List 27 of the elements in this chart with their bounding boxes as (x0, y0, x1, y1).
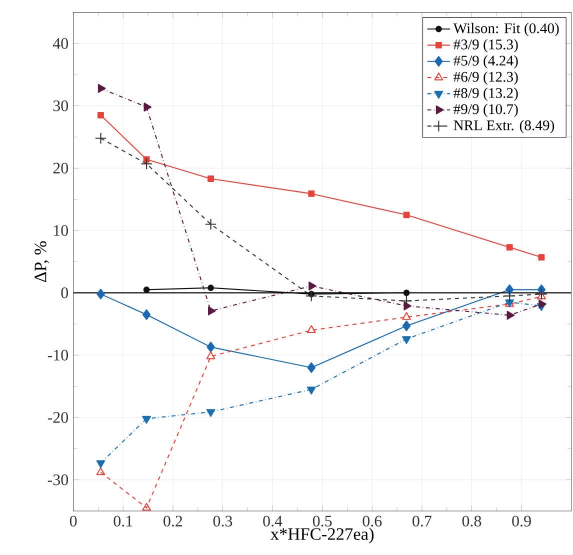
x-axis-title: x*HFC-227ea) (270, 528, 374, 544)
legend-label: #3/9 (15.3) (454, 39, 518, 52)
y-tick-label: 30 (53, 100, 68, 112)
x-tick-label: 0.5 (312, 516, 332, 527)
y-tick-label: -20 (48, 412, 68, 423)
y-tick-label: -30 (48, 474, 68, 486)
y-tick-label: 0 (61, 287, 68, 298)
x-tick-label: 0.2 (164, 516, 182, 527)
x-tick-label: 0.8 (462, 516, 482, 527)
legend-label: #8/9 (13.2) (454, 88, 518, 101)
x-tick-label: 0.7 (412, 516, 432, 527)
y-tick-label: 10 (54, 225, 68, 236)
legend-label: #5/9 (4.24) (454, 55, 518, 69)
x-tick-label: 0.4 (263, 516, 282, 527)
legend-label: Wilson: Fit (0.40) (453, 22, 559, 36)
x-tick-label: 0.1 (114, 516, 132, 527)
x-tick-label: 0.6 (362, 516, 382, 527)
y-tick-label: 40 (52, 38, 68, 49)
x-tick-label: 0.3 (213, 516, 232, 527)
x-tick-label: 0 (70, 516, 77, 526)
x-tick-label: 0.9 (512, 516, 531, 527)
y-axis-title: ΔP, % (34, 241, 49, 282)
y-tick-label: -10 (48, 350, 68, 361)
y-tick-label: 20 (53, 162, 68, 174)
legend-label: NRL Extr. (8.49) (454, 120, 554, 134)
legend-label: #6/9 (12.3) (454, 71, 518, 85)
legend-label: #9/9 (10.7) (454, 104, 518, 118)
